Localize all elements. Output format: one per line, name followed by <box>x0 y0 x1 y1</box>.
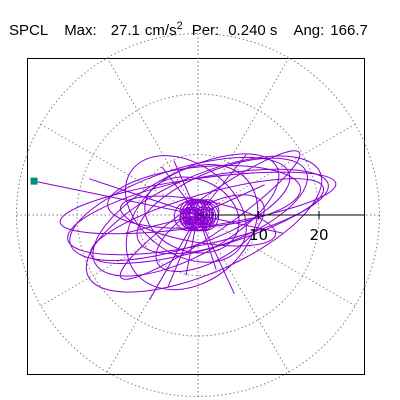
orbit-loop <box>85 155 323 293</box>
max-unit-exponent: 2 <box>176 20 183 32</box>
max-label: Max: <box>64 22 97 39</box>
trace-core-loop <box>189 201 220 232</box>
trace-core-loop <box>202 216 212 226</box>
trace-to-peak <box>33 180 199 216</box>
period-value: 0.240 s <box>228 22 278 39</box>
trace-core-loop <box>182 201 214 232</box>
axis-layer: 10 20 <box>198 211 365 244</box>
period-label: Per: <box>191 22 220 39</box>
trace-spike <box>197 154 247 216</box>
peak-marker <box>30 177 38 185</box>
x-tick-label: 20 <box>309 226 328 244</box>
orbit-loop <box>144 176 240 254</box>
orbit-loop <box>125 164 259 291</box>
record-header: SPCL Max: 27.1 cm/s2 Per: 0.240 s Ang: 166.7 <box>9 16 368 41</box>
trace-spike <box>88 178 199 216</box>
trace-spike <box>197 184 265 216</box>
orbit-loop <box>136 157 308 255</box>
trace-spike <box>197 214 235 294</box>
grid-spoke <box>106 57 199 216</box>
response-trace <box>33 150 337 300</box>
x-tick-label: 10 <box>249 226 268 244</box>
marker-layer <box>30 177 38 185</box>
trace-core-loop <box>188 206 202 221</box>
trace-core-loop <box>182 209 202 229</box>
trace-core-loop <box>188 199 214 224</box>
orbit-loop <box>124 155 247 263</box>
angle-label: Ang: <box>293 22 325 39</box>
max-value: 27.1 <box>110 22 140 39</box>
trace-core-loop <box>182 199 208 224</box>
trace-core-loop <box>196 216 206 226</box>
trace-core-loop <box>182 206 196 221</box>
trace-core-loop <box>188 209 208 229</box>
max-unit: cm/s <box>144 22 177 39</box>
angle-value: 166.7 <box>330 22 368 39</box>
component-label: SPCL <box>9 22 49 39</box>
trace-spike <box>149 214 199 300</box>
trace-spike <box>161 166 199 216</box>
